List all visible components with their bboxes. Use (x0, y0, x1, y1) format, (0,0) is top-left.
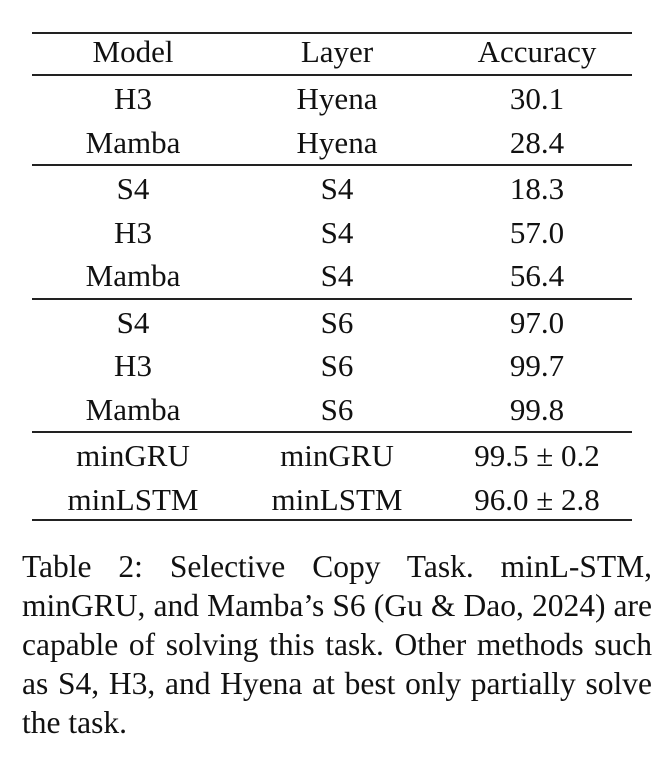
layer-cell: S4 (320, 171, 354, 206)
model-cell: H3 (114, 214, 152, 250)
top-rule (32, 32, 632, 34)
model-cell: H3 (114, 81, 152, 116)
layer-cell: Hyena (296, 81, 378, 116)
model-cell: Mamba (85, 391, 181, 427)
layer-cell: S6 (320, 304, 354, 340)
model-cell: minGRU (76, 438, 190, 473)
table-caption: Table 2: Selective Copy Task. minL-STM, … (22, 549, 652, 740)
column-header: Accuracy (477, 34, 597, 69)
group-rule (32, 431, 632, 433)
accuracy-cell: 99.8 (509, 391, 565, 427)
layer-cell: S6 (320, 348, 354, 383)
accuracy-cell: 30.1 (509, 81, 565, 116)
group-rule (32, 297, 632, 300)
model-cell: Mamba (85, 258, 181, 293)
accuracy-cell: 96.0 ± 2.8 (474, 481, 600, 517)
accuracy-cell: 99.7 (509, 348, 565, 383)
model-cell: H3 (114, 348, 152, 383)
column-header: Model (92, 34, 174, 69)
model-cell: minLSTM (67, 481, 199, 517)
column-header: Layer (300, 34, 374, 69)
bottom-rule (32, 519, 632, 521)
accuracy-cell: 57.0 (509, 214, 565, 250)
accuracy-cell: 28.4 (509, 124, 565, 160)
layer-cell: Hyena (296, 124, 378, 160)
layer-cell: S6 (320, 391, 354, 427)
model-cell: Mamba (85, 124, 181, 160)
accuracy-cell: 97.0 (509, 304, 565, 340)
header-rule (32, 74, 632, 76)
group-rule (32, 164, 632, 166)
layer-cell: minGRU (280, 438, 394, 473)
layer-cell: S4 (320, 214, 354, 250)
accuracy-cell: 56.4 (509, 258, 565, 293)
accuracy-cell: 99.5 ± 0.2 (474, 438, 600, 473)
model-cell: S4 (116, 304, 150, 340)
layer-cell: minLSTM (271, 481, 403, 517)
model-cell: S4 (116, 171, 150, 206)
accuracy-cell: 18.3 (509, 171, 565, 206)
layer-cell: S4 (320, 258, 354, 293)
